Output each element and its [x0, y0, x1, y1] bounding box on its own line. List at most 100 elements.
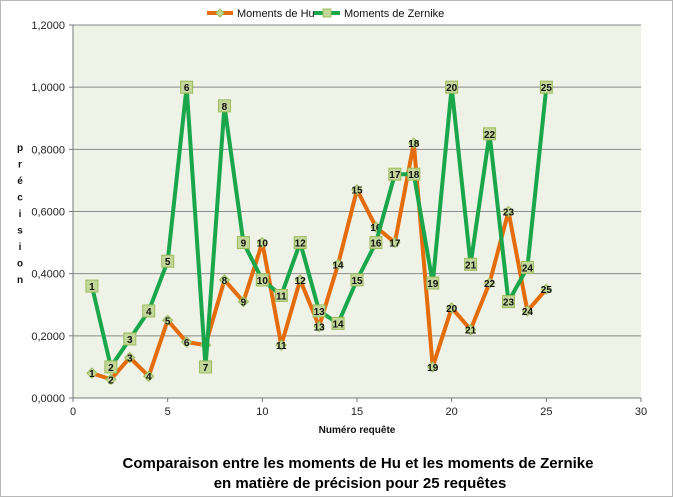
y-tick-label: 0,6000 — [31, 207, 65, 219]
data-label: 21 — [465, 326, 477, 337]
data-point — [143, 370, 155, 382]
data-label: 9 — [241, 298, 247, 309]
data-point — [369, 236, 383, 250]
data-label: 4 — [146, 372, 152, 383]
legend-item: Moments de Zernike — [314, 8, 444, 20]
data-label: 14 — [333, 319, 345, 330]
data-point — [464, 323, 477, 336]
data-point — [161, 254, 175, 268]
data-label: 24 — [522, 307, 534, 318]
data-point — [539, 80, 553, 94]
data-point — [275, 339, 287, 351]
data-label: 8 — [222, 276, 228, 287]
caption-line-1: Comparaison entre les moments de Hu et l… — [123, 455, 594, 472]
y-tick-label: 0,2000 — [31, 331, 65, 343]
data-point — [426, 276, 440, 290]
data-point — [104, 360, 118, 374]
data-label: 15 — [351, 276, 363, 287]
x-tick-label: 0 — [70, 406, 76, 418]
legend-label: Moments de Hu — [237, 8, 315, 20]
data-label: 22 — [484, 130, 496, 141]
data-label: 3 — [127, 335, 133, 346]
data-point — [408, 137, 420, 149]
data-point — [105, 373, 117, 386]
data-point — [502, 205, 515, 218]
data-point — [351, 184, 363, 196]
data-point — [199, 360, 213, 374]
legend-marker — [215, 8, 225, 18]
data-point — [85, 279, 99, 293]
data-label: 20 — [446, 83, 458, 94]
x-axis-label: Numéro requête — [319, 425, 396, 436]
data-label: 13 — [314, 323, 326, 334]
x-tick-label: 30 — [635, 406, 647, 418]
data-label: 18 — [408, 139, 420, 150]
data-point — [331, 316, 345, 330]
data-point — [217, 99, 231, 113]
data-label: 11 — [276, 341, 287, 352]
data-point — [256, 236, 269, 249]
x-tick-label: 20 — [446, 406, 458, 418]
x-tick-label: 25 — [540, 406, 552, 418]
data-point — [388, 167, 402, 181]
y-axis-ticks: 0,0000 0,2000 0,4000 0,6000 0,8000 1,0000 1,20… — [31, 20, 73, 405]
data-point — [483, 277, 496, 289]
data-label: 12 — [295, 276, 307, 287]
data-point — [445, 302, 458, 314]
data-label: 8 — [222, 102, 228, 113]
data-point — [86, 367, 98, 379]
data-point — [255, 273, 269, 287]
data-label: 19 — [427, 279, 439, 290]
data-point — [312, 304, 326, 318]
data-label: 1 — [89, 369, 95, 380]
data-point — [236, 236, 250, 250]
data-label: 12 — [295, 239, 307, 250]
y-tick-label: 0,8000 — [31, 144, 65, 156]
data-label: 20 — [446, 304, 458, 315]
data-label: 17 — [389, 170, 401, 181]
data-label: 10 — [257, 239, 269, 250]
data-label: 25 — [541, 83, 553, 94]
data-point — [293, 236, 307, 250]
data-label: 24 — [522, 263, 534, 274]
data-label: 6 — [184, 338, 190, 349]
legend-marker — [322, 8, 332, 18]
data-point — [313, 320, 325, 333]
data-label: 16 — [370, 239, 382, 250]
data-point — [124, 351, 136, 364]
data-point — [540, 283, 553, 295]
data-label: 18 — [408, 170, 420, 181]
data-label: 23 — [503, 298, 515, 309]
data-point — [294, 274, 306, 286]
y-tick-label: 1,2000 — [31, 20, 65, 32]
data-point — [520, 260, 534, 274]
data-label: 19 — [427, 363, 439, 374]
data-label: 13 — [314, 307, 326, 318]
x-tick-label: 15 — [351, 406, 363, 418]
data-label: 5 — [165, 257, 171, 268]
data-label: 2 — [108, 363, 114, 374]
data-point — [407, 167, 421, 181]
data-point — [464, 257, 478, 271]
data-label: 16 — [370, 223, 382, 234]
data-label: 2 — [108, 375, 114, 386]
x-tick-label: 5 — [165, 406, 171, 418]
data-point — [350, 273, 364, 287]
data-label: 4 — [146, 307, 152, 318]
x-tick-label: 10 — [256, 406, 268, 418]
data-label: 7 — [203, 363, 209, 374]
caption-line-2: en matière de précision pour 25 requêtes — [214, 475, 507, 492]
data-point — [218, 274, 231, 286]
data-point — [389, 236, 401, 249]
data-label: 17 — [389, 239, 401, 250]
data-label: 3 — [127, 354, 133, 365]
data-point — [427, 361, 439, 373]
data-label: 5 — [165, 316, 171, 327]
data-label: 1 — [89, 282, 95, 293]
data-point — [274, 288, 288, 302]
data-point — [332, 258, 344, 271]
